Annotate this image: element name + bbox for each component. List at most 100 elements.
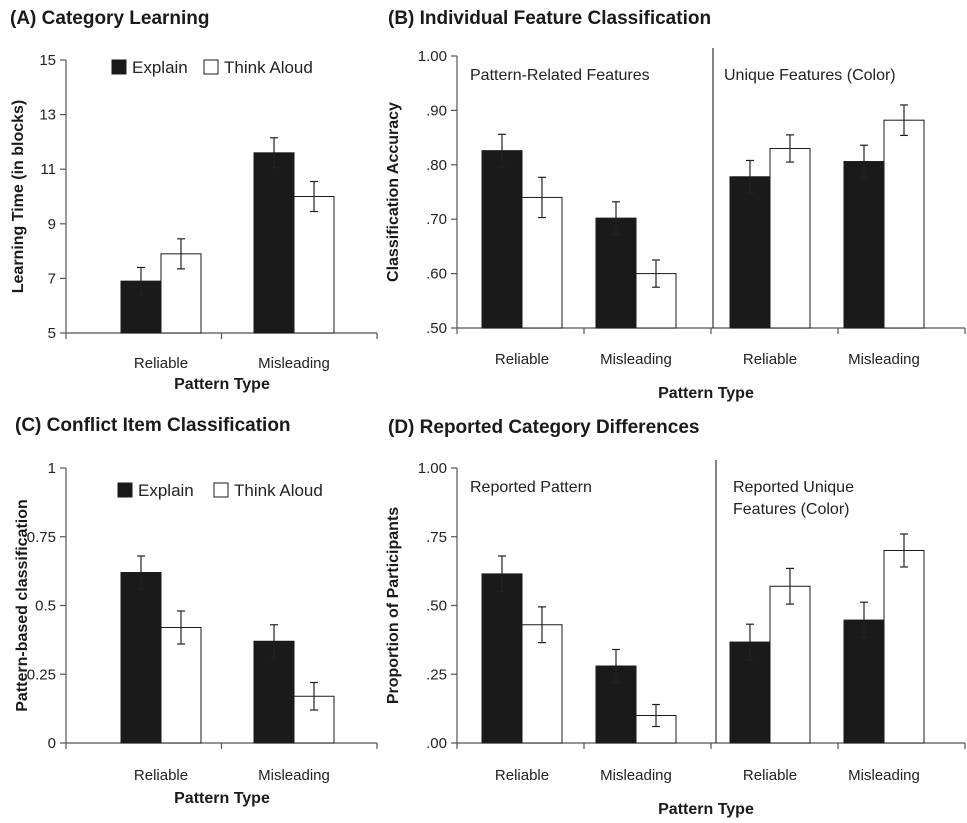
legend-swatch-explain [111, 59, 127, 75]
y-tick-label: 13 [39, 107, 56, 124]
y-tick-label: .50 [426, 320, 447, 337]
y-tick-label: 11 [40, 161, 56, 178]
error-bar [746, 159, 754, 194]
panel-title: (A) Category Learning [10, 8, 210, 29]
error-bar [746, 623, 754, 661]
y-tick-label: .25 [426, 666, 447, 683]
y-tick-label: 1.00 [418, 48, 447, 65]
y-axis-title: Learning Time (in blocks) [10, 100, 27, 294]
y-tick-label: 1.00 [418, 460, 447, 477]
bar-think-aloud [883, 550, 925, 744]
error-bar [860, 144, 868, 179]
y-tick-label: 9 [48, 216, 56, 233]
bar-explain [481, 150, 523, 329]
y-tick-label: .75 [426, 529, 447, 546]
error-bar [612, 648, 620, 684]
x-category-label: Reliable [495, 767, 549, 784]
error-bar [786, 567, 794, 605]
y-axis-title: Proportion of Participants [385, 507, 402, 704]
y-tick-label: .60 [426, 266, 447, 283]
x-axis-title: Pattern Type [658, 385, 754, 402]
section-label: Unique Features (Color) [724, 67, 896, 84]
bar-explain [253, 640, 295, 744]
y-tick-label: 0.25 [27, 666, 56, 683]
panel-a: (A) Category Learning 5 7 9 11 13 15 Reliable Mi… [10, 8, 378, 393]
section-label: Reported Pattern [470, 479, 592, 496]
panel-d: (D) Reported Category Differences 1.00 .75… [385, 417, 966, 818]
panel-title: (D) Reported Category Differences [388, 417, 699, 438]
section-label: Reported Unique Features (Color) [733, 479, 854, 518]
bar-explain [481, 573, 523, 744]
error-bar [310, 180, 318, 213]
error-bar [652, 703, 660, 728]
panel-b: (B) Individual Feature Classification 1.0… [385, 8, 966, 402]
x-category-label: Reliable [743, 351, 797, 368]
x-category-label: Misleading [600, 767, 672, 784]
legend: Explain Think Aloud [111, 58, 313, 77]
x-axis-title: Pattern Type [174, 376, 270, 393]
bar-think-aloud [521, 624, 563, 744]
error-bar [900, 104, 908, 137]
legend-label: Think Aloud [224, 58, 313, 77]
x-category-label: Reliable [134, 767, 188, 784]
legend-swatch-think-aloud [203, 59, 219, 75]
y-tick-label: .90 [426, 102, 447, 119]
error-bar [860, 601, 868, 639]
x-category-label: Misleading [258, 767, 330, 784]
bar-think-aloud [293, 196, 335, 334]
x-category-label: Misleading [600, 351, 672, 368]
error-bar [652, 259, 660, 288]
bar-think-aloud [521, 196, 563, 329]
legend-label: Explain [132, 58, 188, 77]
bar-think-aloud [769, 585, 811, 744]
error-bar [310, 681, 318, 711]
error-bar [137, 266, 145, 296]
y-tick-label: .80 [426, 157, 447, 174]
x-category-label: Misleading [848, 767, 920, 784]
bar-explain [729, 176, 771, 329]
bar-think-aloud [769, 147, 811, 329]
x-category-label: Reliable [495, 351, 549, 368]
y-tick-label: 0.75 [27, 529, 56, 546]
error-bar [538, 606, 546, 644]
y-tick-label: 1 [48, 460, 56, 477]
legend-swatch-explain [117, 482, 133, 498]
error-bar [538, 176, 546, 219]
x-category-label: Misleading [848, 351, 920, 368]
bar-think-aloud [160, 627, 202, 744]
y-axis-title: Classification Accuracy [385, 102, 402, 282]
y-tick-label: 15 [39, 52, 56, 69]
x-axis-title: Pattern Type [174, 790, 270, 807]
bar-think-aloud [883, 119, 925, 329]
error-bar [270, 137, 278, 169]
panel-c: (C) Conflict Item Classification 1 0.75 0.5… [14, 415, 378, 807]
section-label: Pattern-Related Features [470, 67, 650, 84]
bar-explain [843, 161, 885, 329]
y-tick-label: 7 [48, 270, 56, 287]
bar-explain [253, 152, 295, 334]
x-category-label: Reliable [743, 767, 797, 784]
y-tick-label: .00 [426, 735, 447, 752]
legend-swatch-think-aloud [213, 482, 229, 498]
bar-explain [120, 572, 162, 744]
x-category-label: Misleading [258, 355, 330, 372]
error-bar [177, 238, 185, 270]
panel-title: (B) Individual Feature Classification [388, 8, 711, 29]
panel-title: (C) Conflict Item Classification [15, 415, 291, 436]
error-bar [900, 533, 908, 568]
legend-label: Explain [138, 481, 194, 500]
error-bar [498, 133, 506, 168]
legend-label: Think Aloud [234, 481, 323, 500]
bar-explain [595, 217, 637, 329]
error-bar [498, 555, 506, 593]
error-bar [612, 201, 620, 236]
x-category-label: Reliable [134, 355, 188, 372]
y-axis-title: Pattern-based classification [14, 499, 31, 712]
y-tick-label: 5 [48, 325, 56, 342]
y-tick-label: .70 [426, 211, 447, 228]
y-tick-label: .50 [426, 598, 447, 615]
x-axis-title: Pattern Type [658, 801, 754, 818]
y-tick-label: 0.5 [35, 598, 56, 615]
error-bar [786, 134, 794, 163]
